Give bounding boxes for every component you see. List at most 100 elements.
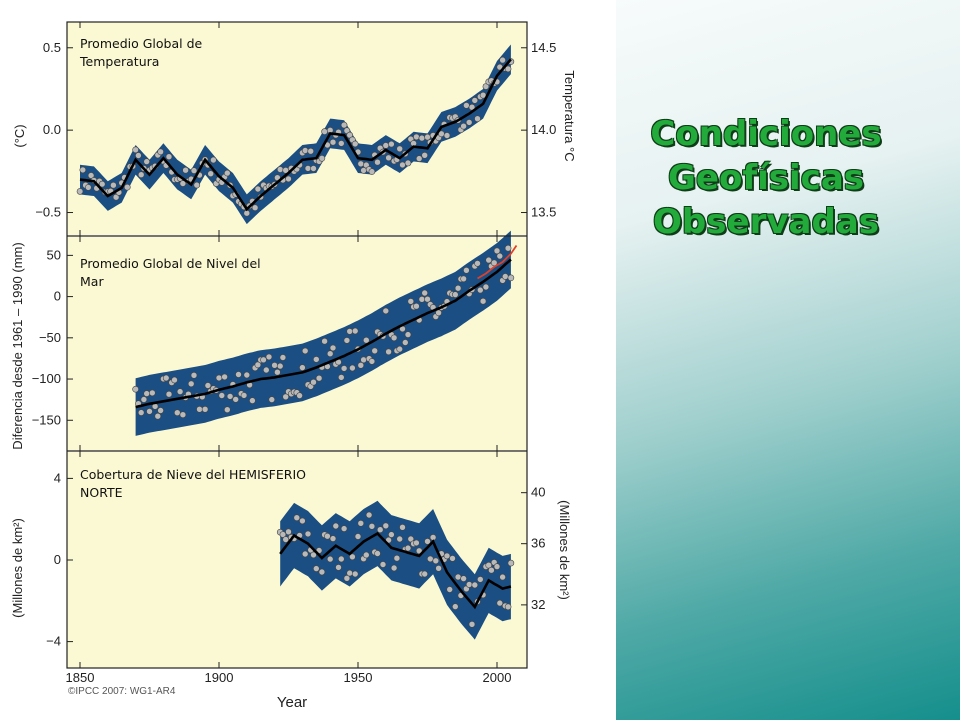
temperature-annual-point: [404, 159, 412, 167]
temperature-annual-point: [382, 142, 390, 149]
sealevel-annual-point: [396, 345, 404, 353]
sealevel-annual-point: [274, 368, 281, 376]
sealevel-annual-point: [501, 273, 509, 280]
temperature-annual-point: [307, 147, 315, 155]
temperature-annual-point: [110, 181, 117, 189]
sealevel-annual-point: [143, 390, 150, 397]
sealevel-annual-point: [154, 412, 162, 420]
sealevel-annual-point: [343, 337, 351, 344]
snow-annual-point: [299, 517, 306, 525]
snow-ytick-label: −4: [46, 634, 61, 649]
sealevel-annual-point: [385, 348, 392, 356]
sealevel-annual-point: [424, 295, 431, 303]
snow-annual-point: [449, 555, 456, 562]
snow-annual-point: [304, 530, 312, 538]
snow-annual-point: [485, 561, 493, 569]
sealevel-annual-point: [204, 382, 212, 389]
temperature-annual-point: [310, 165, 317, 172]
temperature-annual-point: [243, 209, 251, 217]
sealevel-annual-point: [265, 353, 273, 361]
snow-annual-point: [279, 531, 287, 538]
temperature-annual-point: [399, 161, 406, 169]
sealevel-annual-point: [140, 396, 148, 403]
sealevel-annual-point: [390, 334, 398, 342]
sealevel-series: [132, 230, 518, 436]
temperature-annual-point: [460, 122, 467, 130]
sealevel-annual-point: [329, 344, 337, 352]
temperature-annual-point: [304, 165, 312, 172]
temperature-annual-point: [157, 148, 164, 156]
snow-annual-point: [507, 559, 515, 567]
temperature-ytick-label: −0.5: [35, 205, 61, 220]
temperature-annual-point: [396, 145, 404, 153]
snow-annual-point: [390, 564, 398, 572]
sealevel-annual-point: [179, 411, 187, 419]
sealevel-annual-point: [190, 371, 198, 379]
figure-frame: [66, 21, 528, 669]
temperature-annual-point: [143, 158, 150, 165]
sealevel-title-line-2: Mar: [80, 274, 104, 289]
snow-ytick-label: 4: [54, 470, 61, 485]
sealevel-annual-point: [132, 385, 139, 393]
snow-annual-point: [368, 522, 376, 530]
snow-ylabel-right: (Millones de km²): [557, 500, 572, 600]
temperature-annual-point: [182, 166, 189, 174]
sealevel-annual-point: [312, 356, 320, 363]
sealevel-annual-point: [226, 393, 234, 400]
sealevel-ytick-label: −50: [39, 330, 61, 345]
sealevel-annual-point: [165, 390, 173, 398]
x-axis-label: Year: [277, 694, 307, 711]
sealevel-annual-point: [176, 388, 184, 395]
snow-annual-point: [443, 552, 451, 560]
sealevel-annual-point: [310, 378, 317, 386]
sealevel-annual-point: [243, 371, 251, 379]
temperature-annual-point: [474, 115, 481, 122]
temperature-annual-point: [76, 188, 84, 195]
snow-annual-point: [335, 564, 342, 571]
sealevel-annual-point: [146, 408, 153, 415]
sealevel-annual-point: [276, 362, 284, 370]
snow-annual-point: [496, 599, 504, 607]
xtick-label: 2000: [483, 670, 512, 685]
snow-annual-point: [349, 553, 356, 561]
snow-annual-point: [332, 522, 340, 530]
temperature-annual-point: [224, 169, 231, 177]
snow-annual-point: [357, 519, 365, 527]
temperature-annual-point: [329, 138, 337, 146]
snow-annual-point: [301, 550, 309, 558]
snow-ytick-right-label: 32: [531, 597, 545, 612]
snow-annual-point: [285, 528, 292, 536]
slide-background-gradient: [616, 0, 960, 720]
slide-title-line-2: Geofísicas: [668, 158, 864, 198]
temperature-ylabel-right: Temperatura °C: [562, 70, 577, 161]
sealevel-ytick-label: −100: [32, 371, 61, 386]
temperature-ytick-right-label: 14.5: [531, 40, 556, 55]
sealevel-annual-point: [460, 275, 467, 283]
snow-annual-point: [426, 555, 434, 563]
snow-annual-point: [460, 575, 467, 582]
temperature-annual-point: [337, 140, 345, 147]
sealevel-annual-point: [315, 374, 323, 382]
snow-annual-point: [429, 534, 437, 541]
snow-annual-point: [326, 555, 334, 563]
temperature-annual-point: [499, 56, 506, 64]
temperature-annual-point: [85, 184, 92, 191]
sealevel-annual-point: [413, 302, 420, 310]
slide-title-line-3: Observadas: [653, 202, 879, 242]
slide-title-line-1: Condiciones: [650, 114, 882, 154]
temperature-annual-point: [385, 154, 392, 162]
snow-annual-point: [388, 531, 395, 538]
sealevel-annual-point: [360, 356, 367, 364]
sealevel-satellite-line: [477, 244, 518, 280]
temperature-annual-point: [368, 168, 376, 175]
snowcover-series: [276, 500, 515, 640]
temperature-annual-point: [112, 193, 120, 201]
temperature-annual-point: [374, 158, 381, 166]
snow-annual-point: [435, 564, 442, 572]
sealevel-annual-point: [232, 396, 239, 403]
sealevel-annual-point: [137, 409, 145, 416]
sealevel-annual-point: [351, 327, 359, 335]
sealevel-annual-point: [321, 337, 328, 345]
temperature-annual-point: [357, 160, 365, 168]
snow-annual-point: [310, 551, 317, 559]
